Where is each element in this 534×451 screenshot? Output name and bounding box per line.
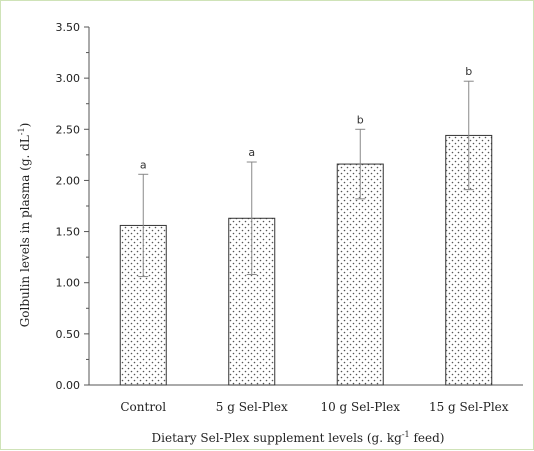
x-tick-label: 5 g Sel-Plex: [216, 400, 288, 414]
y-tick-label: 2.50: [56, 123, 81, 136]
bar: [336, 163, 384, 386]
bars: [119, 134, 493, 386]
x-axis-title: Dietary Sel-Plex supplement levels (g. k…: [152, 430, 445, 445]
y-tick-label: 0.00: [56, 379, 81, 392]
y-tick-label: 3.00: [56, 72, 81, 85]
x-tick-label: Control: [120, 400, 166, 414]
significance-label: a: [248, 146, 255, 159]
x-tick-label: 10 g Sel-Plex: [320, 400, 400, 414]
y-tick-label: 1.50: [56, 226, 81, 239]
y-tick-label: 3.50: [56, 21, 81, 34]
significance-label: b: [357, 113, 364, 126]
y-axis-title: Golbulin levels in plasma (g. dL-1): [17, 123, 32, 328]
y-tick-label: 0.50: [56, 328, 81, 341]
x-tick-label: 15 g Sel-Plex: [429, 400, 509, 414]
labels: 0.00 0.50 1.00 1.50 2.00 2.50 3.00 3.50 a Control…: [56, 21, 509, 414]
error-bars: [138, 80, 474, 278]
y-tick-label: 1.00: [56, 277, 81, 290]
y-tick-label: 2.00: [56, 174, 81, 187]
significance-label: b: [465, 65, 472, 78]
significance-label: a: [140, 158, 147, 171]
